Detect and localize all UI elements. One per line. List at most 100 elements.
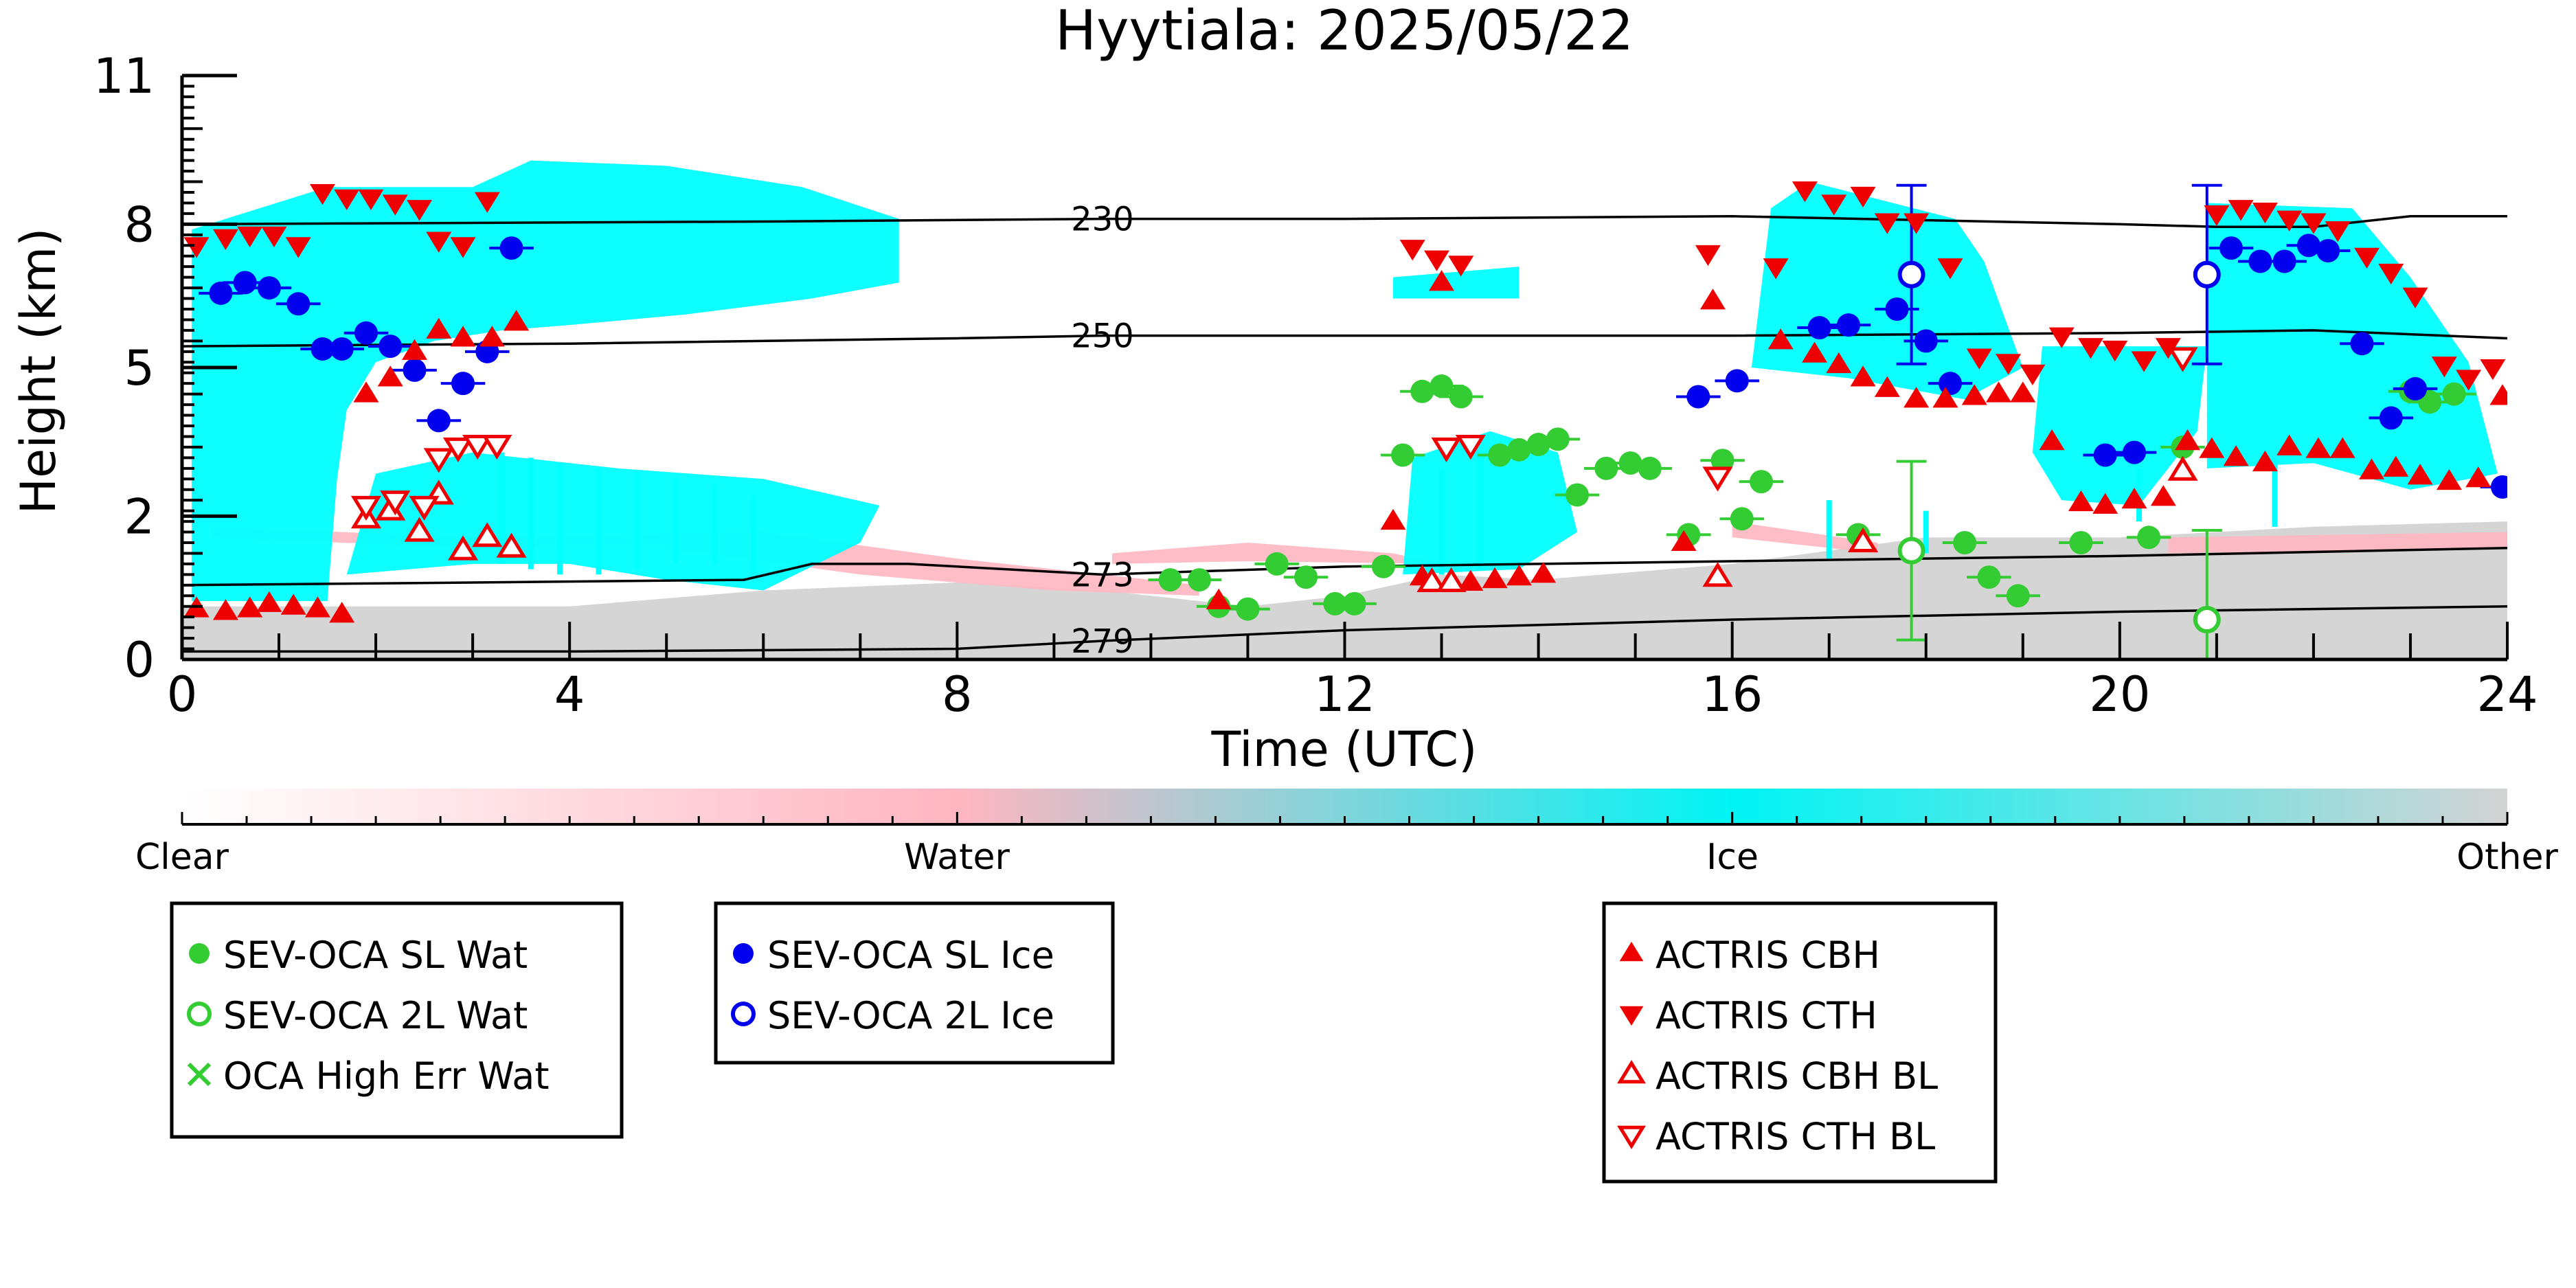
chart-title: Hyytiala: 2025/05/22 [1055, 0, 1634, 63]
point-actris-cbh [1802, 341, 1828, 363]
point-actris-cth-bl [2167, 347, 2198, 372]
point-actris-cbh [2465, 466, 2492, 488]
point-actris-cbh [426, 317, 452, 339]
point-actris-cth [1399, 240, 1425, 261]
point-actris-cth [2020, 364, 2046, 385]
point-actris-cbh [1961, 384, 1987, 405]
legend-label-actris-cth-bl: ACTRIS CTH BL [1656, 1115, 1935, 1158]
legend-label-sev-oca-sl-ice: SEV-OCA SL Ice [767, 934, 1054, 977]
field-other-region [182, 521, 2507, 659]
point-actris-cth-bl [409, 495, 440, 521]
point-sev-oca-sl-wat [1749, 470, 1773, 494]
point-actris-cth-bl [482, 435, 512, 460]
point-actris-cbh-bl [496, 532, 527, 558]
temperature-contours: 230 250 273 279 [182, 201, 2507, 659]
point-actris-cbh [1206, 588, 1232, 610]
point-actris-cbh [1530, 562, 1557, 583]
point-sev-oca-sl-ice [2350, 332, 2374, 356]
point-sev-oca-sl-ice [209, 281, 233, 305]
point-actris-cbh [2068, 490, 2094, 512]
legends: SEV-OCA SL Wat SEV-OCA 2L Wat OCA High Err… [170, 901, 1998, 1184]
point-actris-cbh [212, 599, 238, 620]
legend-marker-sev-oca-sl-ice [733, 943, 754, 964]
point-sev-oca-sl-wat [1391, 443, 1415, 467]
point-sev-oca-sl-ice [403, 358, 427, 382]
point-actris-cth-bl [1455, 435, 1486, 460]
point-actris-cbh-bl [2167, 455, 2198, 481]
legend-box-1: SEV-OCA SL Wat SEV-OCA 2L Wat OCA High Err… [170, 901, 624, 1139]
y-tick-label: 5 [124, 340, 155, 396]
field-ice-region [2032, 346, 2207, 506]
x-tick-label: 12 [1314, 666, 1375, 723]
point-actris-cth [358, 189, 384, 210]
legend-label-oca-high-err-wat: OCA High Err Wat [223, 1054, 550, 1098]
point-actris-cth [2228, 200, 2254, 221]
point-actris-cbh [2199, 437, 2225, 458]
point-actris-cbh-bl [1848, 527, 1879, 553]
legend-marker-oca-high-err-wat [187, 1062, 212, 1087]
legend-marker-actris-cth [1619, 1006, 1644, 1026]
point-actris-cbh [237, 596, 263, 618]
legend-label-actris-cbh: ACTRIS CBH [1656, 934, 1880, 977]
legend-label-sev-oca-2l-wat: SEV-OCA 2L Wat [223, 994, 528, 1037]
point-actris-cbh [2039, 429, 2065, 451]
contour-line-230 [182, 215, 2507, 228]
point-actris-cth [1996, 354, 2022, 375]
legend-marker-actris-cth-bl [1617, 1125, 1646, 1149]
legend-marker-sev-oca-2l-ice [731, 1002, 756, 1026]
point-sev-oca-sl-wat [1371, 554, 1395, 578]
point-actris-cth [2325, 221, 2351, 242]
point-actris-cbh [479, 326, 505, 347]
x-tick-label: 8 [942, 666, 973, 723]
point-actris-cth [2252, 203, 2278, 224]
legend-frame [1602, 901, 1998, 1184]
point-actris-cbh [2010, 381, 2036, 403]
point-sev-oca-sl-wat [1187, 568, 1211, 592]
point-actris-cbh [1986, 381, 2012, 403]
point-actris-cbh-bl [472, 522, 503, 547]
y-axis-label: Height (km) [10, 228, 67, 515]
point-sev-oca-2l-ice [1897, 260, 1925, 289]
point-actris-cbh [2329, 437, 2355, 458]
point-actris-cbh [256, 591, 282, 612]
point-actris-cth [2431, 357, 2457, 378]
point-actris-cth [1821, 194, 1847, 216]
point-actris-cbh [1380, 508, 1406, 530]
point-sev-oca-2l-wat [1897, 536, 1925, 565]
point-actris-cth [474, 192, 500, 213]
point-actris-cth [212, 229, 238, 250]
point-sev-oca-sl-ice [330, 337, 354, 361]
point-actris-cth [1850, 186, 1876, 208]
point-actris-cbh [1699, 289, 1726, 310]
point-sev-oca-sl-wat [2137, 526, 2161, 550]
point-sev-oca-sl-wat [2006, 584, 2030, 608]
point-sev-oca-sl-wat [1638, 456, 1662, 480]
point-sev-oca-sl-wat [1158, 568, 1182, 592]
point-actris-cbh [2175, 429, 2201, 451]
legend-marker-sev-oca-sl-wat [189, 943, 210, 964]
point-actris-cth-bl [442, 437, 474, 462]
point-actris-cbh [402, 339, 427, 360]
point-actris-cth-bl [1431, 437, 1462, 462]
legend-marker-actris-cbh-bl [1617, 1060, 1646, 1084]
point-sev-oca-sl-wat [1710, 449, 1735, 473]
point-actris-cbh [2489, 384, 2507, 405]
point-actris-cbh [1506, 564, 1532, 586]
point-actris-cth-bl [462, 435, 493, 460]
point-sev-oca-sl-wat [1594, 456, 1618, 480]
legend-box-2: SEV-OCA SL Ice SEV-OCA 2L Ice [714, 901, 1115, 1065]
contour-line-250 [182, 329, 2507, 348]
point-sev-oca-sl-ice [1807, 316, 1831, 340]
point-sev-oca-sl-ice [2219, 236, 2244, 260]
point-actris-cbh [1671, 530, 1697, 552]
colorbar-label-ice: Ice [1706, 837, 1759, 878]
point-sev-oca-sl-wat [1977, 565, 2001, 589]
point-actris-cbh [353, 381, 379, 403]
point-sev-oca-sl-ice [1885, 297, 1909, 321]
point-sev-oca-sl-wat [1430, 374, 1454, 398]
point-actris-cbh [2436, 468, 2462, 490]
point-actris-cth [1903, 213, 1930, 234]
point-actris-cth [2276, 210, 2303, 231]
point-actris-cbh [329, 602, 355, 623]
